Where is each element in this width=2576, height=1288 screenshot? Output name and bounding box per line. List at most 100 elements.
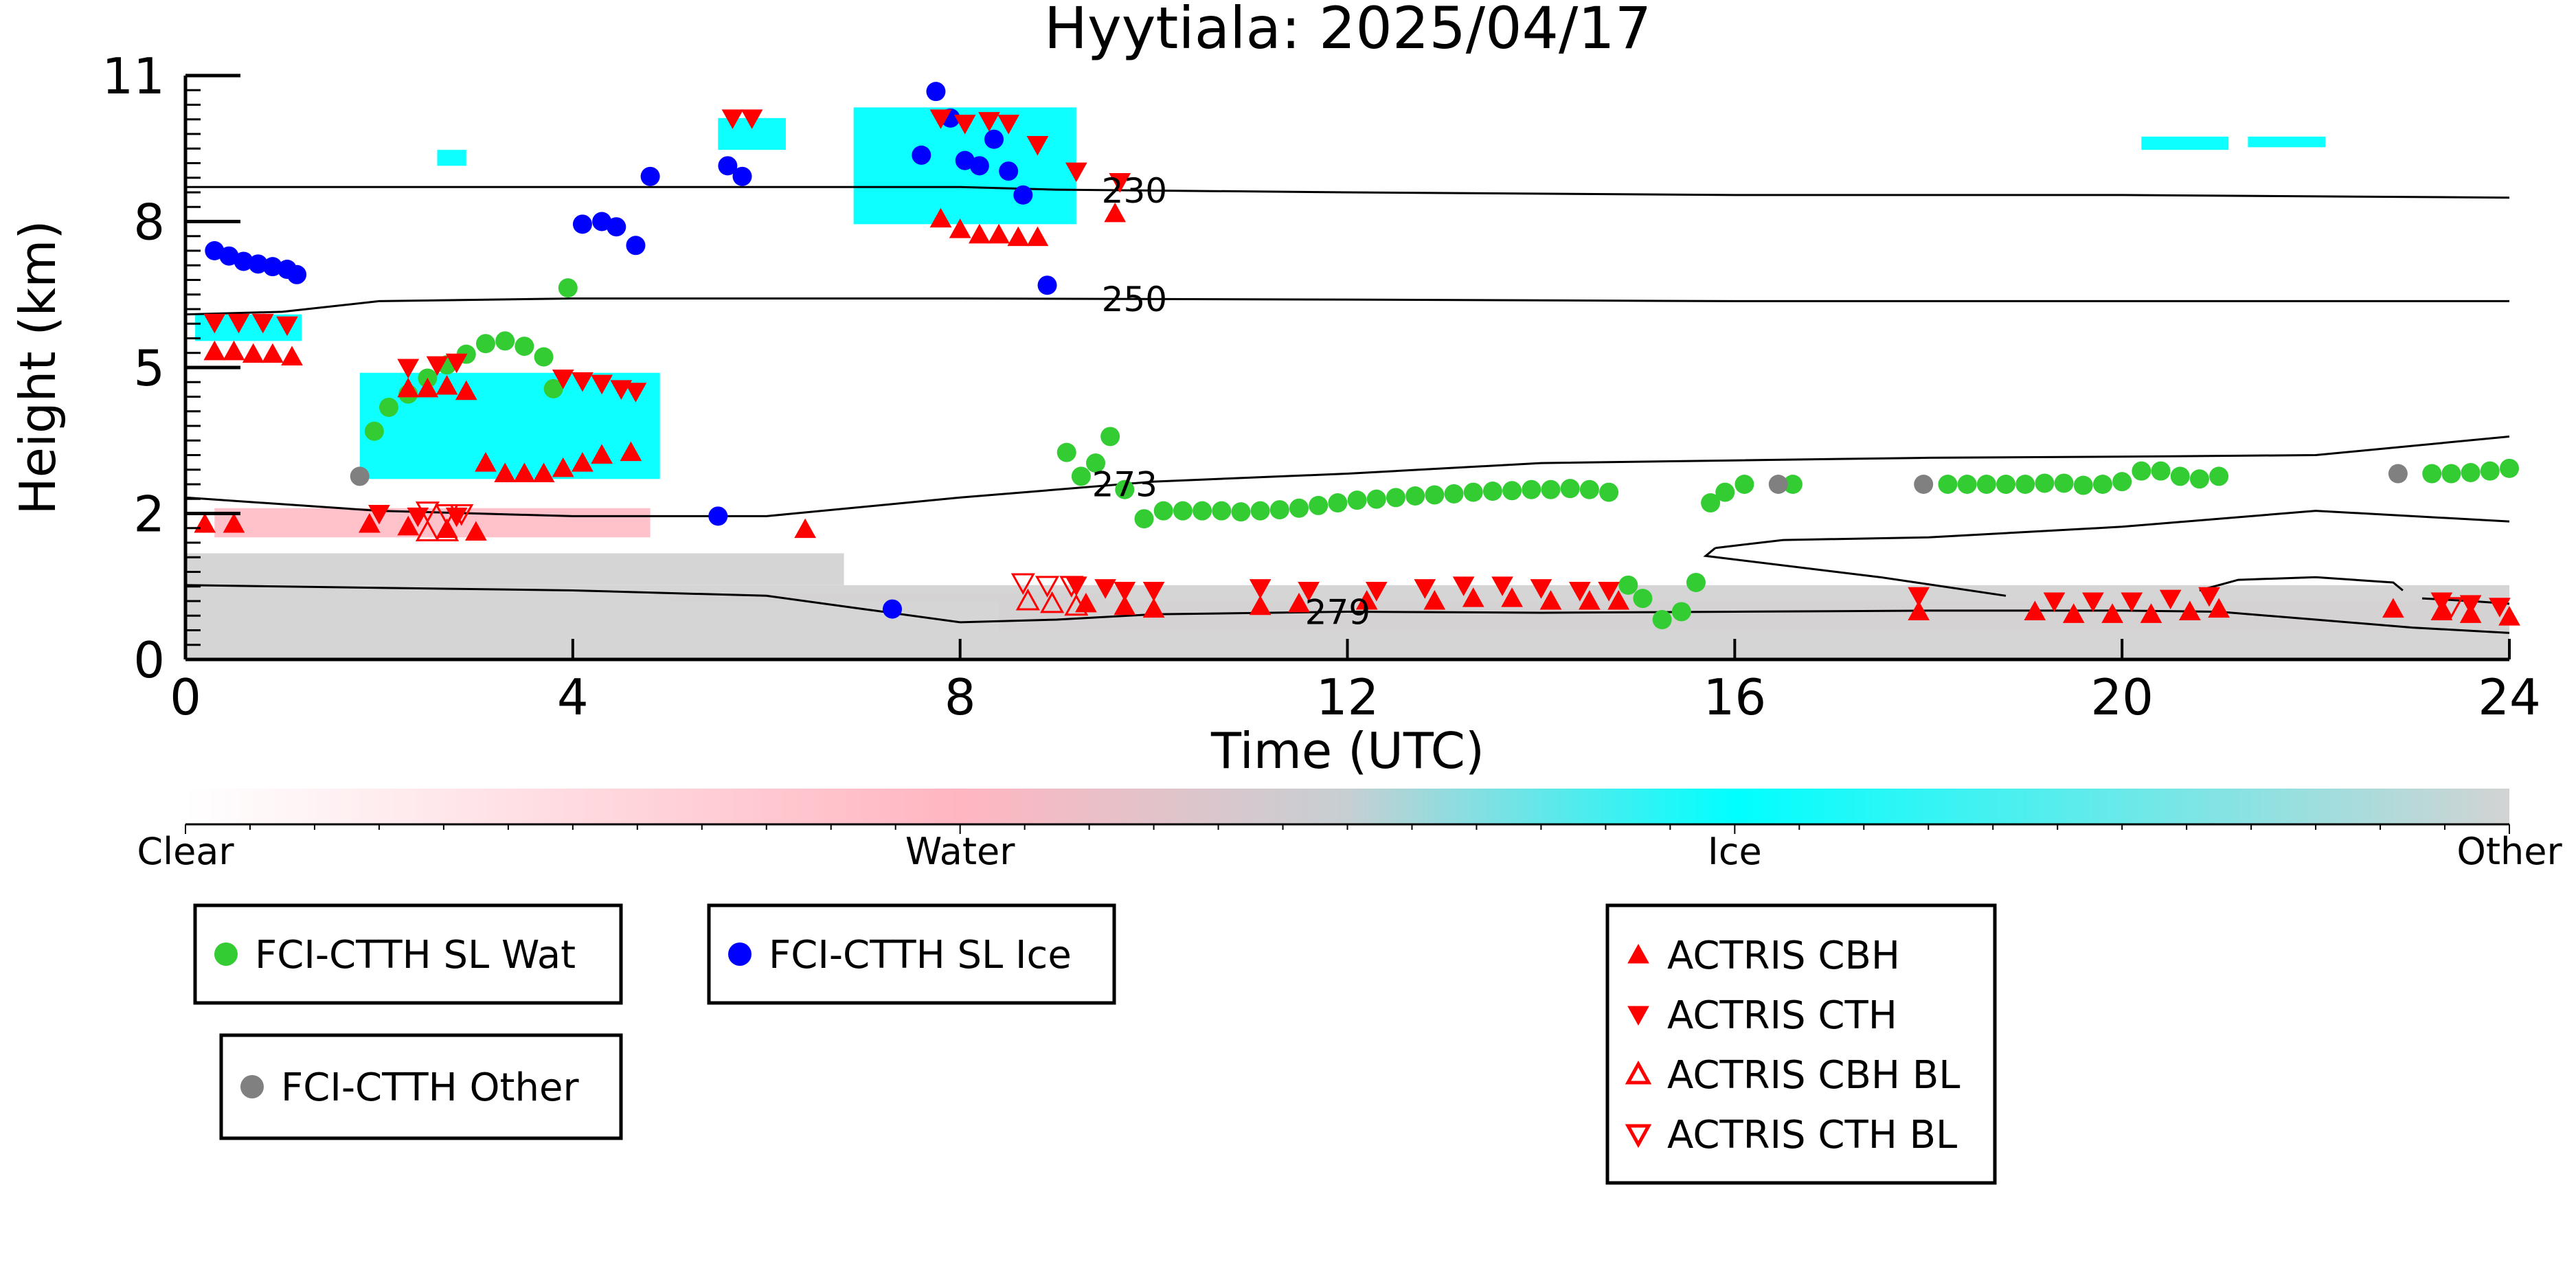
y-tick-label: 5 (133, 339, 165, 397)
legend-label: ACTRIS CTH BL (1667, 1113, 1957, 1157)
fci-ctth-sl-wat-point (2500, 458, 2519, 478)
fci-ctth-sl-wat-point (1715, 482, 1735, 502)
fci-ctth-sl-wat-point (2132, 461, 2151, 481)
fci-ctth-sl-ice-point (626, 236, 646, 256)
cloud-patch-ice (2141, 136, 2229, 150)
legend-label: ACTRIS CTH (1667, 993, 1897, 1038)
fci-ctth-sl-ice-point (287, 264, 307, 284)
fci-ctth-sl-wat-point (2054, 473, 2074, 493)
x-tick-label: 24 (2478, 668, 2541, 726)
fci-ctth-sl-wat-point (1618, 575, 1638, 595)
actris-cth-point (1908, 587, 1930, 607)
fci-ctth-sl-wat-point (2112, 472, 2132, 492)
fci-ctth-sl-wat-point (1671, 602, 1691, 622)
fci-ctth-sl-wat-point (1250, 501, 1270, 521)
fci-ctth-sl-wat-point (1579, 479, 1599, 499)
actris-cth-point (1365, 582, 1388, 602)
actris-cth-point (227, 313, 250, 334)
actris-cbh-point (223, 512, 245, 533)
fci-ctth-sl-wat-point (1652, 610, 1672, 630)
fci-ctth-sl-ice-point (732, 166, 752, 186)
contour-line (185, 185, 2509, 199)
actris-cbh-point (223, 340, 245, 361)
fci-ctth-sl-wat-point (1560, 479, 1580, 499)
x-tick-label: 0 (170, 668, 201, 726)
actris-cbh-point (2498, 606, 2520, 626)
fci-ctth-sl-wat-point (1071, 466, 1091, 486)
fci-ctth-sl-wat-point (379, 397, 399, 417)
actris-cbh-point (532, 462, 555, 483)
actris-cth-point (552, 369, 574, 389)
fci-ctth-sl-wat-point (1057, 442, 1076, 462)
fci-ctth-sl-wat-point (1938, 475, 1958, 494)
fci-ctth-sl-wat-point (1134, 509, 1154, 529)
actris-cth-bl-point (435, 504, 460, 526)
chart-title: Hyytiala: 2025/04/17 (1044, 0, 1651, 62)
actris-cth-point (1026, 135, 1049, 156)
fci-ctth-sl-wat-point (1541, 479, 1561, 499)
fci-ctth-sl-wat-point (1100, 427, 1120, 447)
fci-ctth-sl-wat-point (1522, 479, 1541, 499)
fci-ctth-sl-wat-point (2092, 475, 2112, 494)
actris-cbh-point (2062, 603, 2085, 623)
actris-cth-point (426, 356, 449, 376)
contour-line (185, 584, 2509, 634)
fci-ctth-sl-ice-point (607, 217, 626, 237)
contour-label: 273 (1092, 465, 1157, 505)
legend-marker (1627, 1006, 1649, 1026)
actris-cbh-point (2382, 598, 2404, 618)
fci-ctth-other-point (1768, 475, 1788, 494)
fci-ctth-sl-wat-point (1482, 482, 1502, 501)
contour-line (1715, 510, 2509, 550)
legends: FCI-CTTH SL Wat FCI-CTTH SL Ice FCI-CTTH O… (193, 903, 1997, 1185)
actris-cbh-point (436, 375, 458, 395)
actris-cbh-point (794, 518, 816, 539)
fci-ctth-sl-wat-point (1386, 488, 1405, 508)
x-tick-label: 8 (945, 668, 976, 726)
legend-marker (1625, 1124, 1652, 1149)
fci-ctth-sl-wat-point (1366, 489, 1386, 509)
fci-ctth-sl-wat-point (495, 331, 515, 351)
y-tick-label: 8 (133, 194, 165, 251)
x-axis-label: Time (UTC) (1210, 722, 1484, 780)
fci-ctth-sl-wat-point (1328, 493, 1348, 513)
actris-cbh-point (2024, 600, 2046, 620)
actris-cth-point (2082, 592, 2104, 613)
colorbar-label: Clear (137, 830, 234, 873)
actris-cbh-point (475, 452, 497, 472)
actris-cbh-point (2140, 603, 2162, 623)
fci-ctth-sl-wat-point (2035, 473, 2055, 493)
actris-cbh-point (988, 223, 1010, 244)
fci-ctth-sl-wat-point (1996, 475, 2016, 494)
fci-ctth-sl-wat-point (2480, 461, 2500, 481)
fci-ctth-sl-wat-point (2189, 469, 2209, 489)
actris-cth-point (1568, 582, 1591, 602)
actris-cth-point (2489, 598, 2511, 618)
actris-cbh-bl-point (435, 519, 460, 542)
cloud-patch-other (185, 553, 844, 585)
actris-cbh-point (242, 343, 264, 363)
y-tick-label: 11 (102, 47, 165, 105)
legend-marker (1625, 1060, 1652, 1085)
actris-cth-point (997, 115, 1019, 135)
fci-ctth-sl-ice-point (248, 254, 268, 274)
actris-cbh-point (1288, 592, 1310, 613)
fci-ctth-sl-wat-point (1153, 501, 1173, 521)
fci-ctth-sl-ice-point (984, 129, 1004, 149)
actris-cbh-point (552, 457, 574, 477)
actris-cbh-point (1249, 595, 1272, 615)
actris-cbh-point (494, 462, 517, 483)
fci-ctth-sl-wat-point (1115, 479, 1135, 499)
fci-ctth-sl-wat-point (364, 421, 384, 441)
contour-line (2199, 576, 2404, 591)
fci-ctth-sl-ice-point (219, 246, 239, 266)
actris-cbh-point (1607, 589, 1630, 610)
actris-cth-point (397, 359, 420, 379)
legend-label: ACTRIS CBH BL (1667, 1053, 1960, 1098)
fci-ctth-sl-wat-point (1957, 475, 1977, 494)
actris-cbh-point (2178, 600, 2201, 620)
contour-line (185, 297, 2509, 316)
actris-cbh-point (397, 515, 420, 536)
actris-cbh-point (203, 340, 226, 361)
